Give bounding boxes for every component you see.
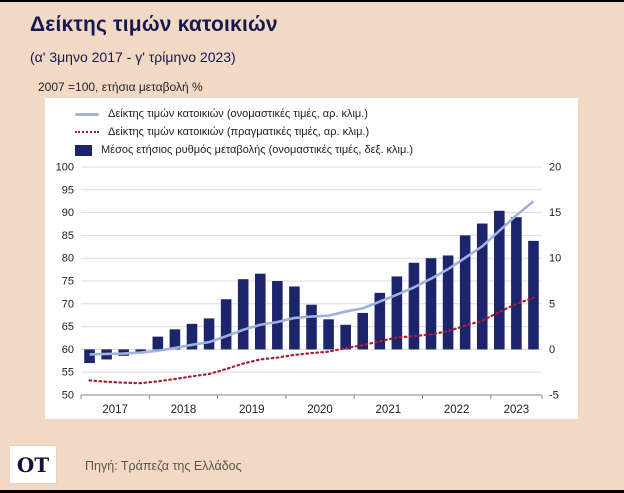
page-subtitle: (α' 3μηνο 2017 - γ' τρίμηνο 2023) bbox=[30, 49, 236, 65]
svg-text:2020: 2020 bbox=[307, 404, 333, 416]
svg-text:100: 100 bbox=[56, 162, 74, 174]
svg-text:2023: 2023 bbox=[504, 404, 530, 416]
legend-label-bars: Μέσος ετήσιος ρυθμός μεταβολής (ονομαστι… bbox=[101, 144, 414, 156]
svg-text:15: 15 bbox=[549, 207, 561, 219]
bottom-border bbox=[0, 490, 624, 493]
svg-text:5: 5 bbox=[549, 298, 555, 310]
svg-text:2017: 2017 bbox=[102, 404, 128, 416]
svg-text:95: 95 bbox=[62, 184, 74, 196]
svg-text:2022: 2022 bbox=[444, 404, 470, 416]
svg-text:55: 55 bbox=[62, 367, 74, 379]
legend-item-avg-rate-bars: Μέσος ετήσιος ρυθμός μεταβολής (ονομαστι… bbox=[75, 141, 578, 159]
svg-text:2018: 2018 bbox=[171, 404, 197, 416]
svg-text:65: 65 bbox=[62, 321, 74, 333]
chart-card: Δείκτης τιμών κατοικιών (ονομαστικές τιμ… bbox=[45, 98, 578, 419]
combo-chart: 50 55 60 65 70 75 80 85 90 95 100 -5 0 5 10 15 20 2017 201… bbox=[56, 162, 562, 417]
page-title: Δείκτης τιμών κατοικιών bbox=[30, 13, 278, 36]
svg-text:90: 90 bbox=[62, 207, 74, 219]
svg-text:60: 60 bbox=[62, 344, 74, 356]
bar-swatch bbox=[75, 144, 92, 156]
top-border bbox=[0, 0, 624, 2]
svg-text:85: 85 bbox=[62, 230, 74, 242]
svg-text:70: 70 bbox=[62, 298, 74, 310]
svg-text:80: 80 bbox=[62, 253, 74, 265]
real-line-swatch bbox=[75, 131, 99, 133]
source-note: Πηγή: Τράπεζα της Ελλάδος bbox=[85, 459, 242, 473]
legend-item-real-line: Δείκτης τιμών κατοικιών (πραγματικές τιμ… bbox=[75, 123, 578, 141]
svg-text:75: 75 bbox=[62, 276, 74, 288]
svg-text:2021: 2021 bbox=[376, 404, 402, 416]
svg-text:50: 50 bbox=[62, 390, 74, 402]
svg-text:0: 0 bbox=[549, 344, 555, 356]
legend-item-nominal-line: Δείκτης τιμών κατοικιών (ονομαστικές τιμ… bbox=[75, 105, 578, 123]
legend-label-nominal: Δείκτης τιμών κατοικιών (ονομαστικές τιμ… bbox=[108, 108, 368, 120]
svg-text:-5: -5 bbox=[549, 390, 559, 402]
nominal-line-swatch bbox=[75, 112, 99, 116]
svg-text:20: 20 bbox=[549, 162, 561, 174]
legend-label-real: Δείκτης τιμών κατοικιών (πραγματικές τιμ… bbox=[108, 126, 370, 138]
ot-logo: OT bbox=[10, 446, 56, 483]
chart-legend: Δείκτης τιμών κατοικιών (ονομαστικές τιμ… bbox=[45, 98, 578, 161]
units-note: 2007 =100, ετήσια μεταβολή % bbox=[38, 80, 203, 94]
svg-text:10: 10 bbox=[549, 253, 561, 265]
svg-text:2019: 2019 bbox=[239, 404, 265, 416]
